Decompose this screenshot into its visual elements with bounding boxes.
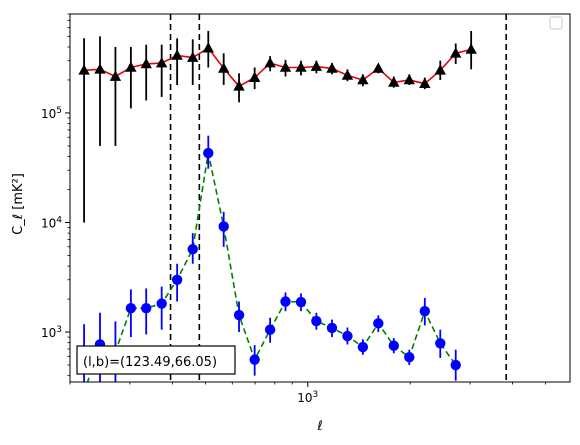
data-point-circle [419, 305, 430, 317]
tick-label-base: 10 [41, 216, 56, 230]
y-axis-label: C_ℓ [mK²] [11, 173, 26, 235]
data-point-triangle [155, 57, 168, 68]
tick-label-base: 10 [297, 391, 312, 405]
tick-label-base: 10 [41, 326, 56, 340]
data-point-triangle [217, 62, 230, 73]
tick-label-exponent: 3 [313, 390, 319, 400]
data-point-circle [203, 147, 214, 159]
legend-box [549, 16, 563, 30]
data-point-triangle [140, 57, 152, 69]
data-point-circle [141, 303, 152, 314]
data-point-triangle [357, 73, 369, 85]
y-tick-label: 103 [41, 325, 62, 340]
plot-content [78, 14, 507, 397]
data-point-triangle [450, 47, 462, 58]
data-point-circle [435, 338, 446, 349]
data-point-triangle [434, 64, 446, 75]
annotation-box: (l,b)=(123.49,66.05) [76, 345, 236, 375]
data-point-triangle [419, 77, 431, 88]
data-point-triangle [202, 42, 214, 53]
data-point-circle [295, 296, 307, 308]
data-point-triangle [372, 62, 385, 73]
data-point-circle [171, 274, 183, 285]
x-axis-label: ℓ [316, 419, 322, 434]
data-point-triangle [279, 61, 292, 72]
tick-label-base: 10 [41, 107, 56, 121]
data-point-circle [280, 296, 291, 307]
data-point-triangle [187, 51, 199, 62]
data-point-circle [373, 318, 384, 329]
y-tick-label: 104 [41, 215, 62, 230]
plot-frame [69, 13, 571, 383]
data-point-circle [264, 324, 276, 335]
data-point-triangle [310, 60, 323, 71]
data-point-circle [218, 221, 229, 232]
tick-label-exponent: 3 [56, 325, 62, 335]
tick-label-exponent: 5 [56, 106, 62, 116]
data-point-triangle [248, 71, 261, 82]
data-point-circle [233, 309, 245, 321]
y-tick-label: 105 [41, 106, 62, 121]
data-point-circle [187, 244, 198, 255]
data-point-circle [450, 359, 461, 371]
data-point-circle [156, 298, 167, 309]
data-point-triangle [94, 63, 106, 74]
x-tick-label: 103 [297, 390, 318, 405]
data-point-triangle [341, 69, 354, 80]
tick-label-exponent: 4 [56, 215, 62, 225]
data-point-circle [404, 351, 415, 363]
data-point-circle [79, 387, 89, 397]
data-point-triangle [295, 61, 307, 72]
data-point-circle [125, 303, 137, 314]
data-point-triangle [109, 70, 122, 81]
data-point-circle [388, 340, 399, 351]
data-point-triangle [388, 76, 400, 87]
data-point-circle [357, 341, 369, 353]
annotation-text: (l,b)=(123.49,66.05) [83, 355, 217, 370]
data-point-circle [326, 322, 338, 334]
data-point-triangle [465, 43, 477, 54]
data-point-triangle [264, 57, 276, 68]
data-point-circle [249, 354, 260, 365]
data-point-triangle [171, 49, 183, 60]
data-point-circle [342, 330, 353, 342]
data-point-triangle [125, 61, 137, 72]
data-point-triangle [403, 73, 415, 85]
data-point-triangle [78, 64, 90, 75]
data-point-circle [311, 315, 322, 327]
data-point-triangle [326, 62, 338, 73]
data-point-triangle [233, 80, 245, 91]
annotation-frame [76, 345, 236, 375]
